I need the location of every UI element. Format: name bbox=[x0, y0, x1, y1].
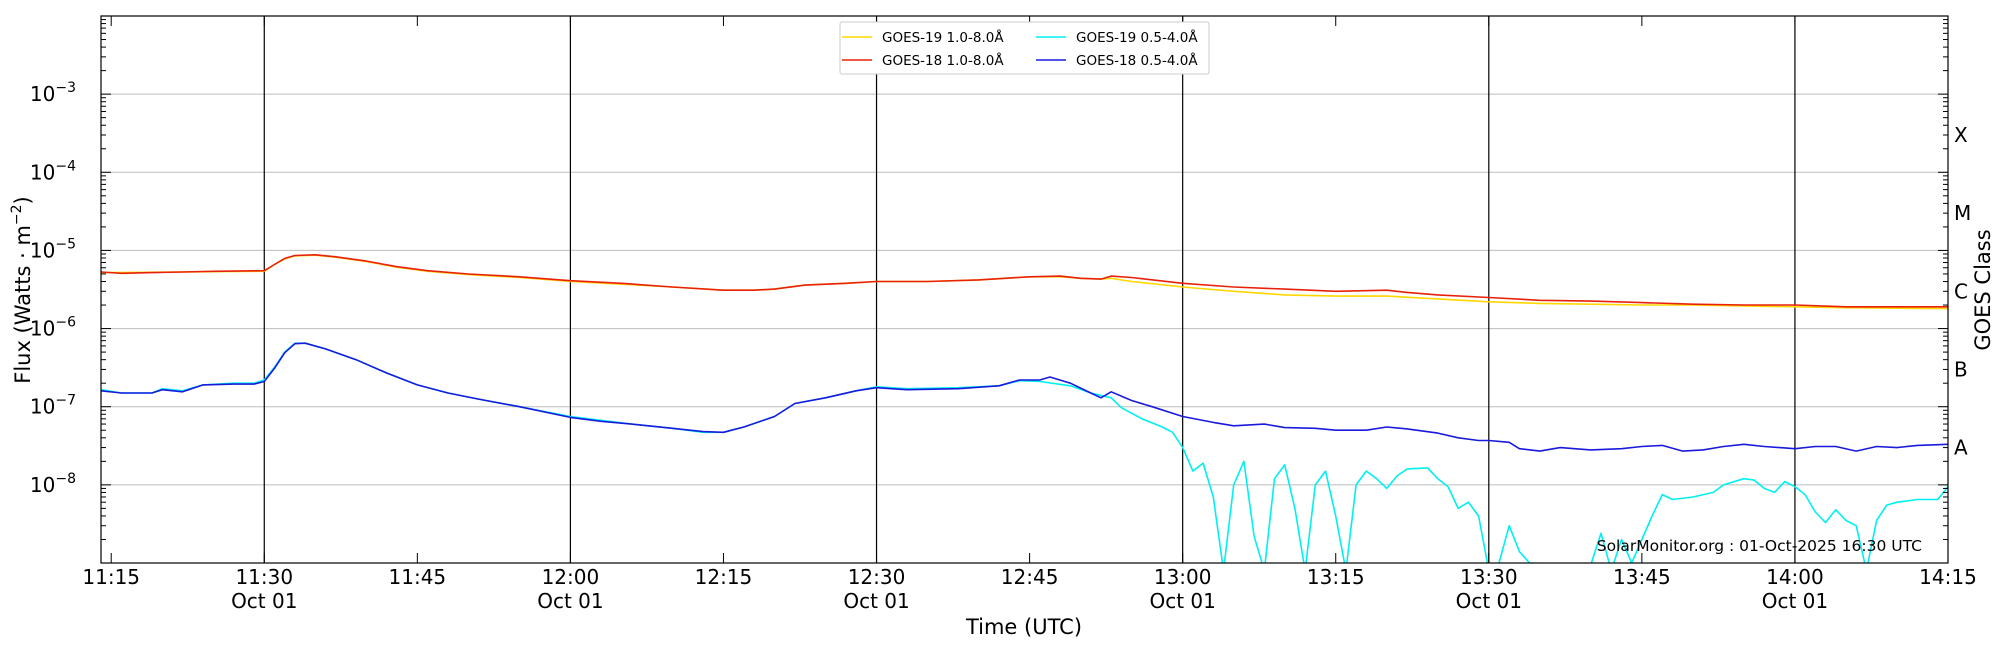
x-tick-date-label: Oct 01 bbox=[537, 589, 603, 613]
y-axis-title: Flux (Watts · m−2) bbox=[9, 196, 35, 384]
y-tick-label: 10−7 bbox=[30, 393, 76, 419]
goes-class-label-m: M bbox=[1954, 201, 1971, 225]
legend-box bbox=[839, 21, 1210, 75]
legend-label-goes19-short: GOES-19 0.5-4.0Å bbox=[1076, 29, 1198, 46]
y-tick-label: 10−8 bbox=[30, 471, 76, 497]
plot-frame bbox=[100, 15, 1949, 564]
x-tick-label: 13:45 bbox=[1613, 565, 1671, 589]
x-tick-date-label: Oct 01 bbox=[843, 589, 909, 613]
x-tick-date-label: Oct 01 bbox=[231, 589, 297, 613]
x-tick-date-label: Oct 01 bbox=[1762, 589, 1828, 613]
goes-class-label-x: X bbox=[1954, 123, 1968, 147]
y-tick-label-base: 10 bbox=[30, 160, 55, 184]
x-tick-label: 13:00 bbox=[1154, 565, 1212, 589]
grid-layer bbox=[101, 93, 1948, 486]
series-line-1 bbox=[101, 254, 1948, 308]
y-tick-label: 10−6 bbox=[30, 315, 76, 341]
y-tick-label-base: 10 bbox=[30, 473, 55, 497]
x-axis-title: Time (UTC) bbox=[965, 615, 1082, 639]
source-annotation: SolarMonitor.org : 01-Oct-2025 16:30 UTC bbox=[1597, 537, 1922, 555]
legend-label-goes18-short: GOES-18 0.5-4.0Å bbox=[1076, 52, 1198, 69]
legend: GOES-19 1.0-8.0Å GOES-18 1.0-8.0Å GOES-1… bbox=[839, 21, 1210, 75]
x-tick-label: 11:15 bbox=[82, 565, 140, 589]
y-tick-label-base: 10 bbox=[30, 238, 55, 262]
x-tick-label: 13:15 bbox=[1307, 565, 1365, 589]
y-tick-label-base: 10 bbox=[30, 317, 55, 341]
x-tick-label: 11:45 bbox=[389, 565, 447, 589]
x-tick-label: 12:00 bbox=[542, 565, 600, 589]
x-tick-label: 12:15 bbox=[695, 565, 753, 589]
y-axis-title-sup: −2 bbox=[9, 204, 25, 225]
goes-class-label-c: C bbox=[1954, 279, 1968, 303]
x-tick-label: 12:30 bbox=[848, 565, 906, 589]
y-tick-label-exponent: −8 bbox=[55, 471, 76, 487]
y-tick-label-exponent: −5 bbox=[55, 236, 76, 252]
series-line-3 bbox=[101, 342, 1948, 452]
y-tick-label-exponent: −7 bbox=[55, 393, 76, 409]
x-tick-label: 12:45 bbox=[1001, 565, 1059, 589]
x-tick-date-label: Oct 01 bbox=[1149, 589, 1215, 613]
y-axis-title-close: ) bbox=[11, 196, 35, 204]
x-tick-date-label: Oct 01 bbox=[1456, 589, 1522, 613]
goes-class-label-a: A bbox=[1954, 436, 1968, 460]
y-tick-label-base: 10 bbox=[30, 395, 55, 419]
y-tick-label-exponent: −4 bbox=[55, 158, 76, 174]
tick-layer bbox=[101, 16, 1949, 564]
x-tick-label: 14:15 bbox=[1919, 565, 1977, 589]
y-tick-label: 10−4 bbox=[30, 158, 76, 184]
y-tick-label: 10−3 bbox=[30, 80, 76, 106]
goes-class-axis-title: GOES Class bbox=[1971, 229, 1995, 350]
legend-label-goes18-long: GOES-18 1.0-8.0Å bbox=[882, 52, 1004, 69]
series-layer bbox=[101, 254, 1948, 563]
y-tick-label-exponent: −6 bbox=[55, 315, 76, 331]
y-tick-label-exponent: −3 bbox=[55, 80, 76, 96]
vertical-marker-layer bbox=[263, 16, 1796, 563]
legend-label-goes19-long: GOES-19 1.0-8.0Å bbox=[882, 29, 1004, 46]
x-tick-label: 11:30 bbox=[235, 565, 293, 589]
y-tick-labels: 10−810−710−610−510−410−3 bbox=[30, 80, 76, 497]
goes-class-label-b: B bbox=[1954, 357, 1968, 381]
y-tick-label-base: 10 bbox=[30, 82, 55, 106]
y-axis-title-base: Flux (Watts · m bbox=[11, 225, 35, 384]
goes-class-labels: A B C M X bbox=[1954, 123, 1971, 460]
y-tick-label: 10−5 bbox=[30, 236, 76, 262]
x-tick-label: 13:30 bbox=[1460, 565, 1518, 589]
x-tick-label: 14:00 bbox=[1766, 565, 1824, 589]
